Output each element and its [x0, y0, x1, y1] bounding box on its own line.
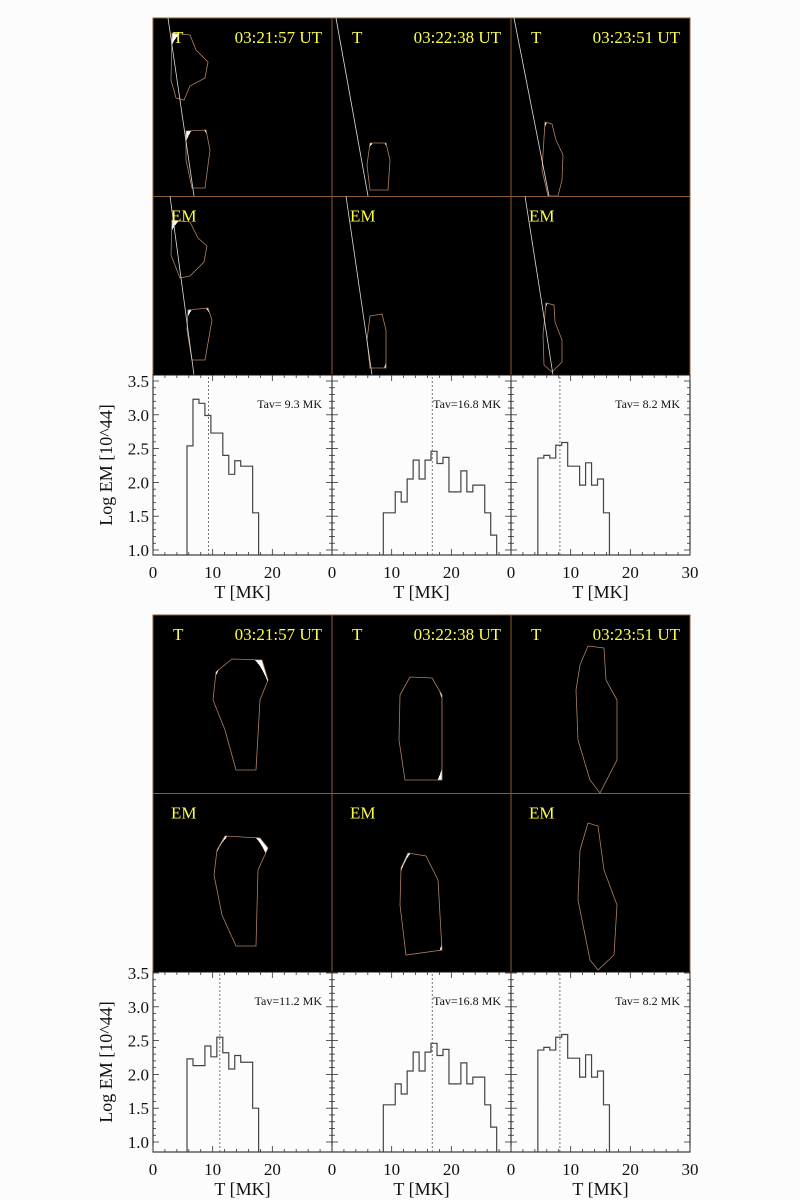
- tav-annotation: Tav= 8.2 MK: [615, 397, 680, 411]
- temperature-map-region: [212, 658, 269, 771]
- x-tick-label: 0: [149, 1160, 158, 1179]
- tav-annotation: Tav=16.8 MK: [433, 397, 501, 411]
- y-axis-label: Log EM [10^44]: [96, 404, 116, 525]
- histogram-steps: [186, 1036, 260, 1152]
- temperature-map-region: [170, 32, 209, 101]
- temperature-map-region: [366, 142, 391, 191]
- temperature-map-region: [398, 676, 443, 781]
- x-axis-label: T [MK]: [214, 1179, 270, 1199]
- x-tick-label: 20: [622, 1160, 639, 1179]
- limb-line: [167, 17, 195, 197]
- x-tick-label: 10: [383, 1160, 400, 1179]
- tav-annotation: Tav= 9.3 MK: [257, 397, 322, 411]
- em-panel-label: EM: [350, 804, 376, 823]
- tav-annotation: Tav= 8.2 MK: [615, 994, 680, 1008]
- tav-annotation: Tav=16.8 MK: [433, 994, 501, 1008]
- emission-measure-map-region: [577, 822, 618, 971]
- x-tick-label: 20: [622, 563, 639, 582]
- t-panel-label: T: [531, 28, 542, 47]
- limb-line: [169, 195, 195, 376]
- em-panel-label: EM: [171, 804, 197, 823]
- observation-time: 03:22:38 UT: [414, 28, 502, 47]
- t-panel-label: T: [173, 28, 184, 47]
- x-tick-label: 0: [328, 563, 337, 582]
- tav-annotation: Tav=11.2 MK: [255, 994, 323, 1008]
- limb-line: [345, 195, 373, 376]
- histogram-frame: [510, 374, 691, 556]
- em-panel-label: EM: [529, 804, 555, 823]
- emission-measure-map-region: [542, 302, 563, 373]
- histogram-frame: [331, 971, 512, 1153]
- emission-measure-map-panel: [331, 196, 512, 376]
- x-tick-label: 10: [204, 563, 221, 582]
- em-panel-label: EM: [350, 207, 376, 226]
- y-tick-label: 1.5: [128, 507, 149, 526]
- x-tick-label: 10: [562, 1160, 579, 1179]
- observation-time: 03:22:38 UT: [414, 625, 502, 644]
- t-panel-label: T: [352, 28, 363, 47]
- limb-line: [513, 17, 550, 197]
- y-tick-label: 3.0: [128, 406, 149, 425]
- x-axis-label: T [MK]: [572, 582, 628, 602]
- x-tick-label: 10: [562, 563, 579, 582]
- y-tick-label: 1.0: [128, 1133, 149, 1152]
- histogram-frame: [510, 971, 691, 1153]
- y-tick-label: 1.0: [128, 541, 149, 560]
- x-tick-label: 0: [507, 1160, 516, 1179]
- y-tick-label: 2.0: [128, 1065, 149, 1084]
- emission-measure-map-region: [213, 835, 269, 947]
- x-tick-label: 20: [264, 1160, 281, 1179]
- x-tick-label: 10: [204, 1160, 221, 1179]
- observation-time: 03:23:51 UT: [593, 625, 681, 644]
- y-tick-label: 2.5: [128, 1032, 149, 1051]
- histogram-steps: [382, 450, 498, 555]
- y-tick-label: 1.5: [128, 1099, 149, 1118]
- t-panel-label: T: [352, 625, 363, 644]
- y-tick-label: 3.0: [128, 998, 149, 1017]
- y-tick-label: 2.5: [128, 440, 149, 459]
- x-tick-label: 20: [443, 1160, 460, 1179]
- observation-time: 03:21:57 UT: [235, 28, 323, 47]
- histogram-frame: [152, 374, 333, 556]
- x-tick-label: 0: [507, 563, 516, 582]
- x-tick-label: 30: [682, 563, 699, 582]
- observation-time: 03:21:57 UT: [235, 625, 323, 644]
- histogram-steps: [537, 1033, 611, 1152]
- emission-measure-map-region: [399, 852, 443, 956]
- emission-measure-map-region: [170, 219, 208, 279]
- em-panel-label: EM: [529, 207, 555, 226]
- y-tick-label: 3.5: [128, 964, 149, 983]
- y-axis-label: Log EM [10^44]: [96, 1001, 116, 1122]
- x-axis-label: T [MK]: [572, 1179, 628, 1199]
- x-tick-label: 10: [383, 563, 400, 582]
- y-tick-label: 2.0: [128, 473, 149, 492]
- em-panel-label: EM: [171, 207, 197, 226]
- histogram-frame: [331, 374, 512, 556]
- x-tick-label: 20: [443, 563, 460, 582]
- x-axis-label: T [MK]: [214, 582, 270, 602]
- emission-measure-map-region: [186, 307, 213, 361]
- histogram-steps: [382, 1042, 498, 1152]
- observation-time: 03:23:51 UT: [593, 28, 681, 47]
- t-panel-label: T: [173, 625, 184, 644]
- x-axis-label: T [MK]: [393, 1179, 449, 1199]
- limb-line: [524, 195, 554, 376]
- x-axis-label: T [MK]: [393, 582, 449, 602]
- x-tick-label: 30: [682, 1160, 699, 1179]
- histogram-steps: [186, 398, 260, 555]
- x-tick-label: 0: [328, 1160, 337, 1179]
- y-tick-label: 3.5: [128, 372, 149, 391]
- x-tick-label: 20: [264, 563, 281, 582]
- temperature-map-region: [541, 121, 564, 197]
- emission-measure-map-panel: [510, 196, 691, 376]
- x-tick-label: 0: [149, 563, 158, 582]
- histogram-steps: [537, 441, 611, 555]
- temperature-map-region: [185, 129, 211, 189]
- t-panel-label: T: [531, 625, 542, 644]
- limb-line: [335, 17, 369, 197]
